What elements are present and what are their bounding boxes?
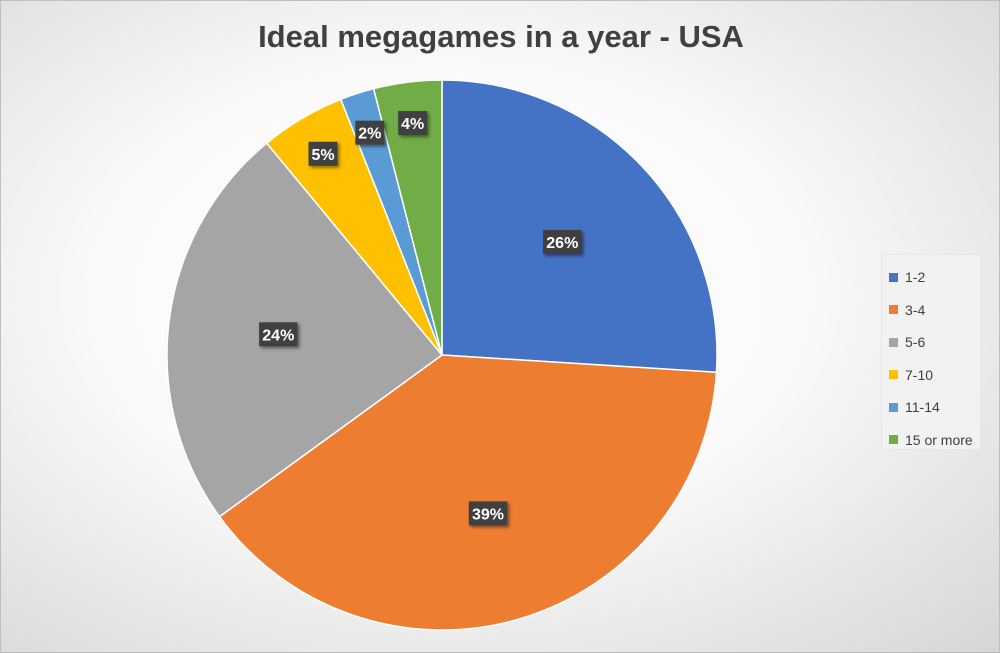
data-label-11-14: 2% [355, 120, 385, 145]
data-label-text: 39% [472, 506, 504, 523]
data-label-text: 5% [311, 147, 334, 164]
data-label-box [308, 141, 338, 166]
legend-swatch [889, 305, 898, 315]
data-label-7-10: 5% [308, 141, 338, 166]
pie-slice-5-6 [166, 142, 444, 518]
legend-item-15-or-more: 15 or more [889, 424, 980, 457]
legend-item-11-14: 11-14 [889, 391, 980, 424]
legend: 1-2 3-4 5-6 7-10 11-14 15 or more [881, 254, 981, 450]
legend-swatch [889, 435, 898, 445]
data-label-text: 4% [401, 116, 424, 133]
legend-label: 7-10 [905, 366, 934, 383]
data-label-box [355, 120, 385, 145]
legend-swatch [889, 272, 898, 282]
data-label-text: 2% [358, 126, 381, 143]
legend-label: 5-6 [905, 334, 926, 351]
legend-item-3-4: 3-4 [889, 294, 980, 327]
legend-item-7-10: 7-10 [889, 359, 980, 392]
legend-item-5-6: 5-6 [889, 326, 980, 359]
data-label-15-or-more: 4% [398, 111, 428, 136]
pie-slice-1-2 [441, 79, 718, 374]
pie-slice-15-or-more [372, 79, 443, 356]
data-label-1-2: 26% [543, 230, 582, 254]
legend-label: 3-4 [905, 301, 926, 318]
legend-swatch [889, 370, 898, 380]
data-label-box [543, 230, 582, 254]
chart-title: Ideal megagames in a year - USA [258, 19, 744, 54]
pie-slice-3-4 [218, 354, 718, 631]
legend-swatch [889, 402, 898, 412]
legend-label: 1-2 [905, 269, 926, 286]
data-label-3-4: 39% [468, 501, 508, 526]
legend-label: 11-14 [905, 399, 940, 416]
data-label-text: 24% [262, 327, 294, 344]
data-label-box [398, 111, 428, 136]
data-label-5-6: 24% [259, 322, 298, 347]
data-label-text: 26% [546, 235, 578, 252]
data-label-box [259, 322, 298, 347]
legend-item-1-2: 1-2 [889, 261, 980, 294]
data-label-box [468, 501, 508, 526]
legend-label: 15 or more [905, 431, 973, 448]
legend-swatch [889, 337, 898, 347]
